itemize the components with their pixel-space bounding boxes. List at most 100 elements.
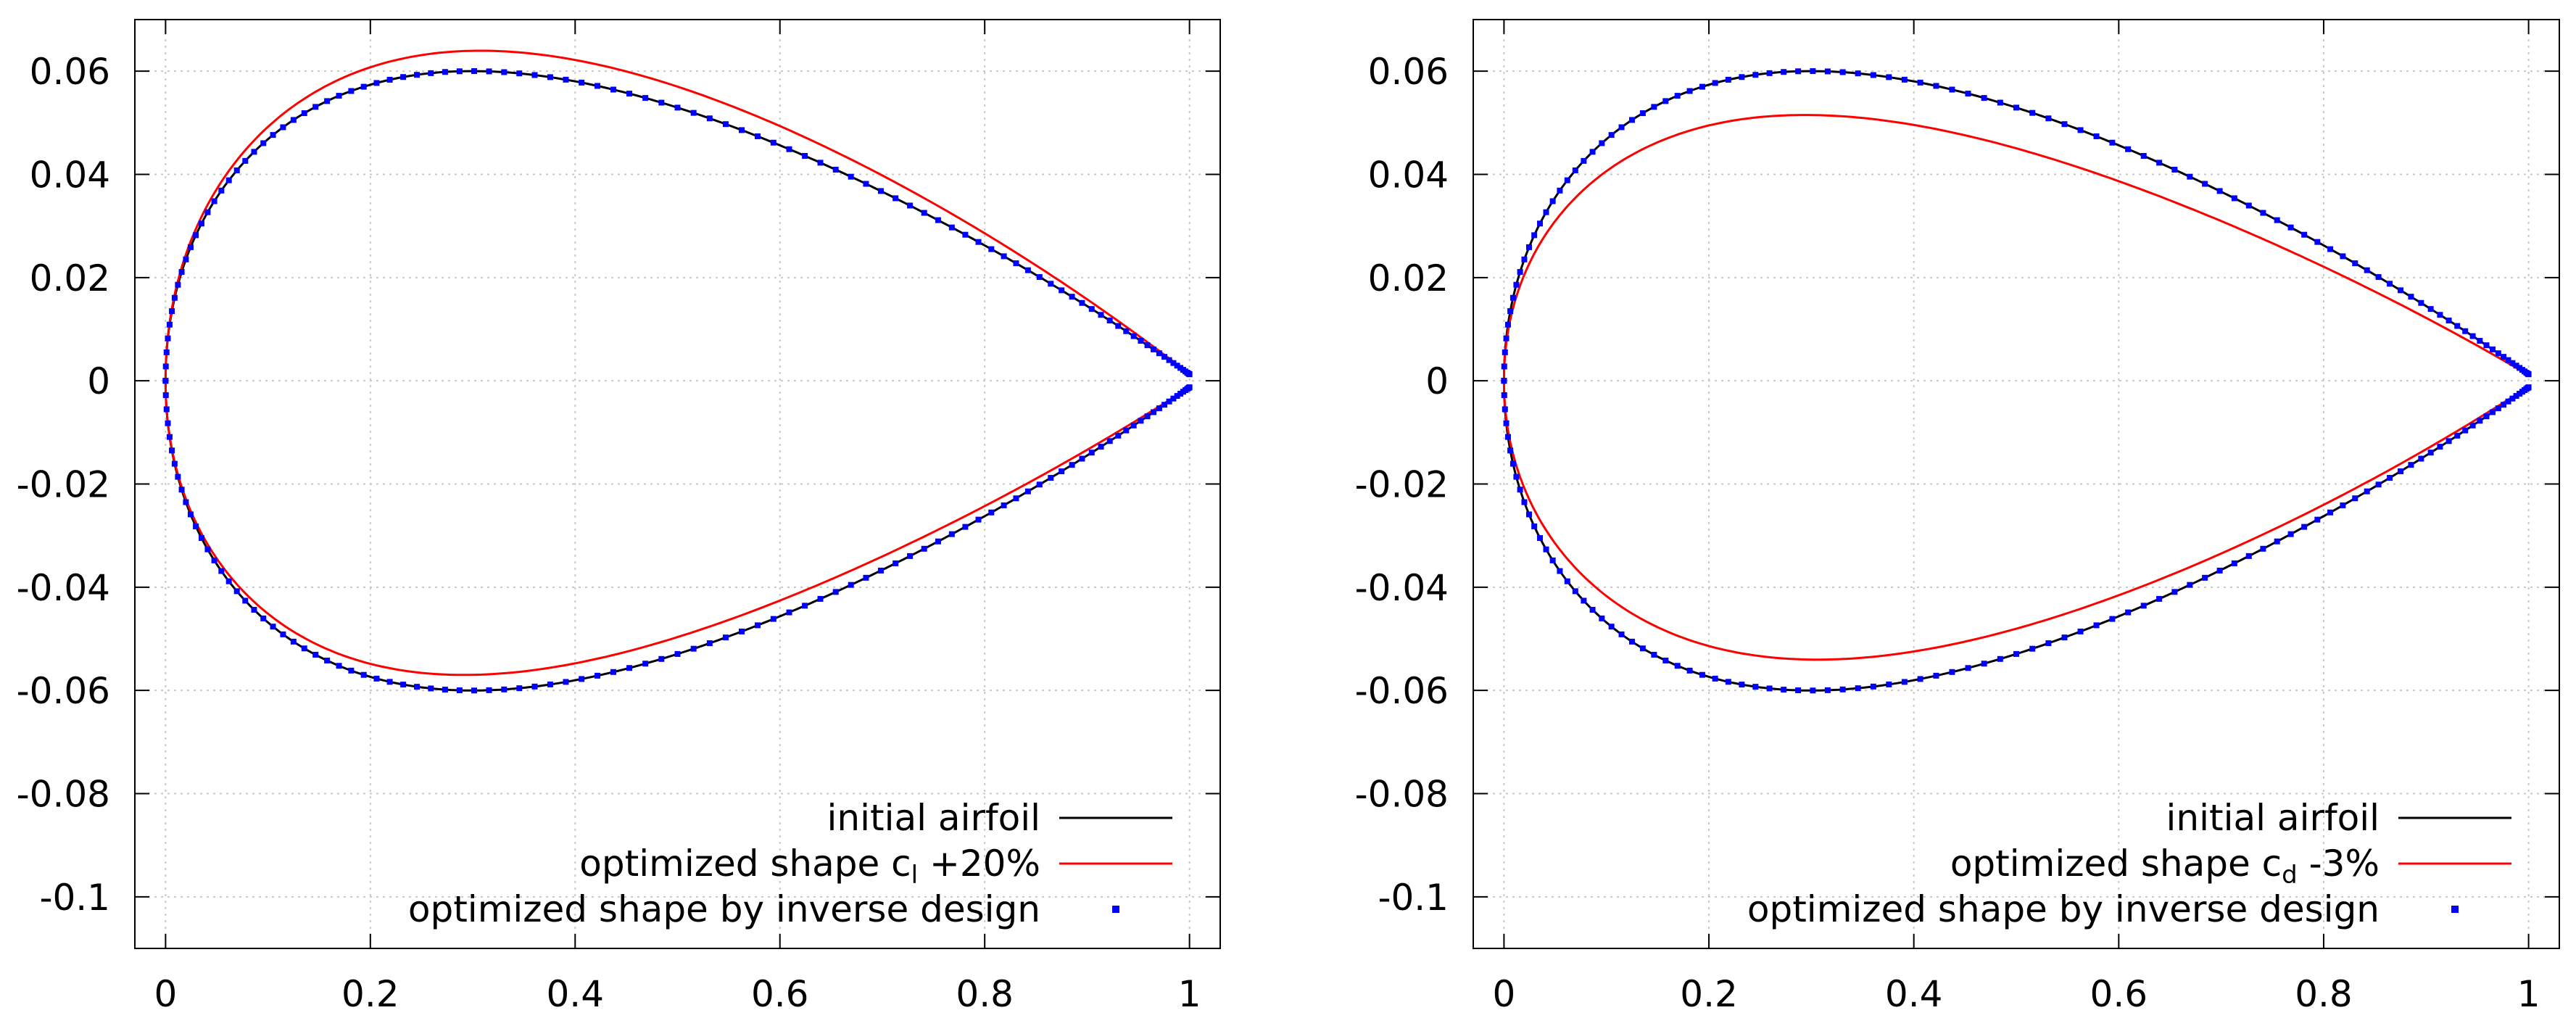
legend-label: initial airfoil [2166,797,2380,839]
inverse-design-point [770,616,776,622]
inverse-design-point [2109,139,2116,146]
legend-label: optimized shape cd -3% [1950,843,2380,890]
inverse-design-point [2495,405,2501,412]
x-tick-label: 0 [1492,973,1515,1015]
inverse-design-point [260,140,267,146]
inverse-design-point [935,217,941,223]
inverse-design-point [1059,468,1065,474]
inverse-design-point [1949,669,1955,675]
inverse-design-point [674,104,681,111]
inverse-design-point [1651,651,1657,658]
inverse-design-point [166,434,173,440]
inverse-design-point [1531,232,1538,239]
legend-point-sample [1112,906,1119,913]
inverse-design-point [1521,499,1528,505]
inverse-design-point [1504,434,1511,440]
inverse-design-point [531,72,538,78]
inverse-design-point [2525,371,2532,378]
inverse-design-point [2013,104,2019,111]
inverse-design-point [2077,127,2084,133]
inverse-design-point [1036,481,1043,488]
inverse-design-point [1981,661,1987,667]
inverse-design-point [2093,622,2100,629]
inverse-design-point [486,687,492,693]
inverse-design-point [1810,687,1816,694]
inverse-design-point [204,209,211,215]
inverse-design-point [2427,450,2434,456]
inverse-design-point [1589,606,1596,613]
inverse-design-point [165,420,171,426]
inverse-design-point [336,93,342,99]
inverse-design-point [183,499,189,505]
inverse-design-point [204,546,211,553]
inverse-design-point [1186,384,1193,391]
y-tick-label: 0.04 [1368,154,1449,196]
inverse-design-point [1917,676,1923,682]
inverse-design-point [301,110,307,117]
inverse-design-point [1069,462,1075,468]
inverse-design-point [2483,342,2490,349]
inverse-design-point [1507,308,1514,315]
legend-label-suffix: +20% [918,843,1040,885]
inverse-design-point [2509,395,2516,402]
y-tick-label: -0.06 [17,670,110,712]
inverse-design-point [2513,363,2519,369]
inverse-design-point [2231,195,2237,202]
inverse-design-point [893,560,899,566]
inverse-design-point [211,557,218,563]
plot-frame [1473,19,2560,949]
y-tick-label: -0.02 [17,464,110,506]
inverse-design-point [162,378,169,384]
inverse-design-point [471,687,478,694]
inverse-design-point [1537,220,1544,227]
inverse-design-point [1608,132,1615,138]
inverse-design-point [1628,117,1635,123]
inverse-design-point [1106,318,1113,324]
inverse-design-point [2093,133,2100,139]
inverse-design-point [1543,209,1549,215]
inverse-design-point [2327,509,2334,516]
inverse-design-point [178,487,185,493]
inverse-design-point [1151,409,1157,415]
inverse-design-point [348,667,355,674]
inverse-design-point [1138,418,1144,424]
inverse-design-point [2495,350,2501,357]
inverse-design-point [1088,450,1095,456]
inverse-design-point [2505,357,2511,363]
inverse-design-point [456,687,463,694]
inverse-design-point [373,675,380,682]
inverse-design-point [1186,371,1193,378]
legend-label-text: optimized shape by inverse design [1747,888,2380,930]
inverse-design-point [1564,177,1570,183]
inverse-design-point [2029,109,2036,116]
inverse-design-point [2260,210,2266,216]
inverse-design-point [2340,502,2346,508]
inverse-design-point [2327,246,2334,252]
inverse-design-point [877,188,884,194]
x-tick-label: 0.6 [2090,973,2148,1015]
inverse-design-point [1674,93,1681,99]
inverse-design-point [2140,603,2147,609]
inverse-design-point [786,609,792,616]
inverse-design-point [2045,640,2052,647]
inverse-design-point [1543,546,1549,553]
inverse-design-point [270,132,276,138]
inverse-design-point [1824,687,1831,693]
inverse-design-point [162,363,169,370]
inverse-design-point [1156,405,1162,412]
inverse-design-point [2125,146,2132,152]
inverse-design-point [2045,115,2052,122]
inverse-design-point [414,72,421,78]
legend-label: optimized shape by inverse design [408,888,1040,930]
inverse-design-point [1170,395,1177,402]
inverse-design-point [501,69,508,75]
inverse-design-point [1088,306,1095,313]
y-tick-label: -0.04 [1355,567,1449,609]
inverse-design-point [2301,231,2308,238]
y-tick-label: 0 [1425,360,1449,402]
inverse-design-point [1752,72,1759,78]
inverse-design-point [324,98,331,104]
inverse-design-point [2408,462,2414,468]
inverse-design-point [1161,354,1168,360]
inverse-design-point [428,70,434,76]
